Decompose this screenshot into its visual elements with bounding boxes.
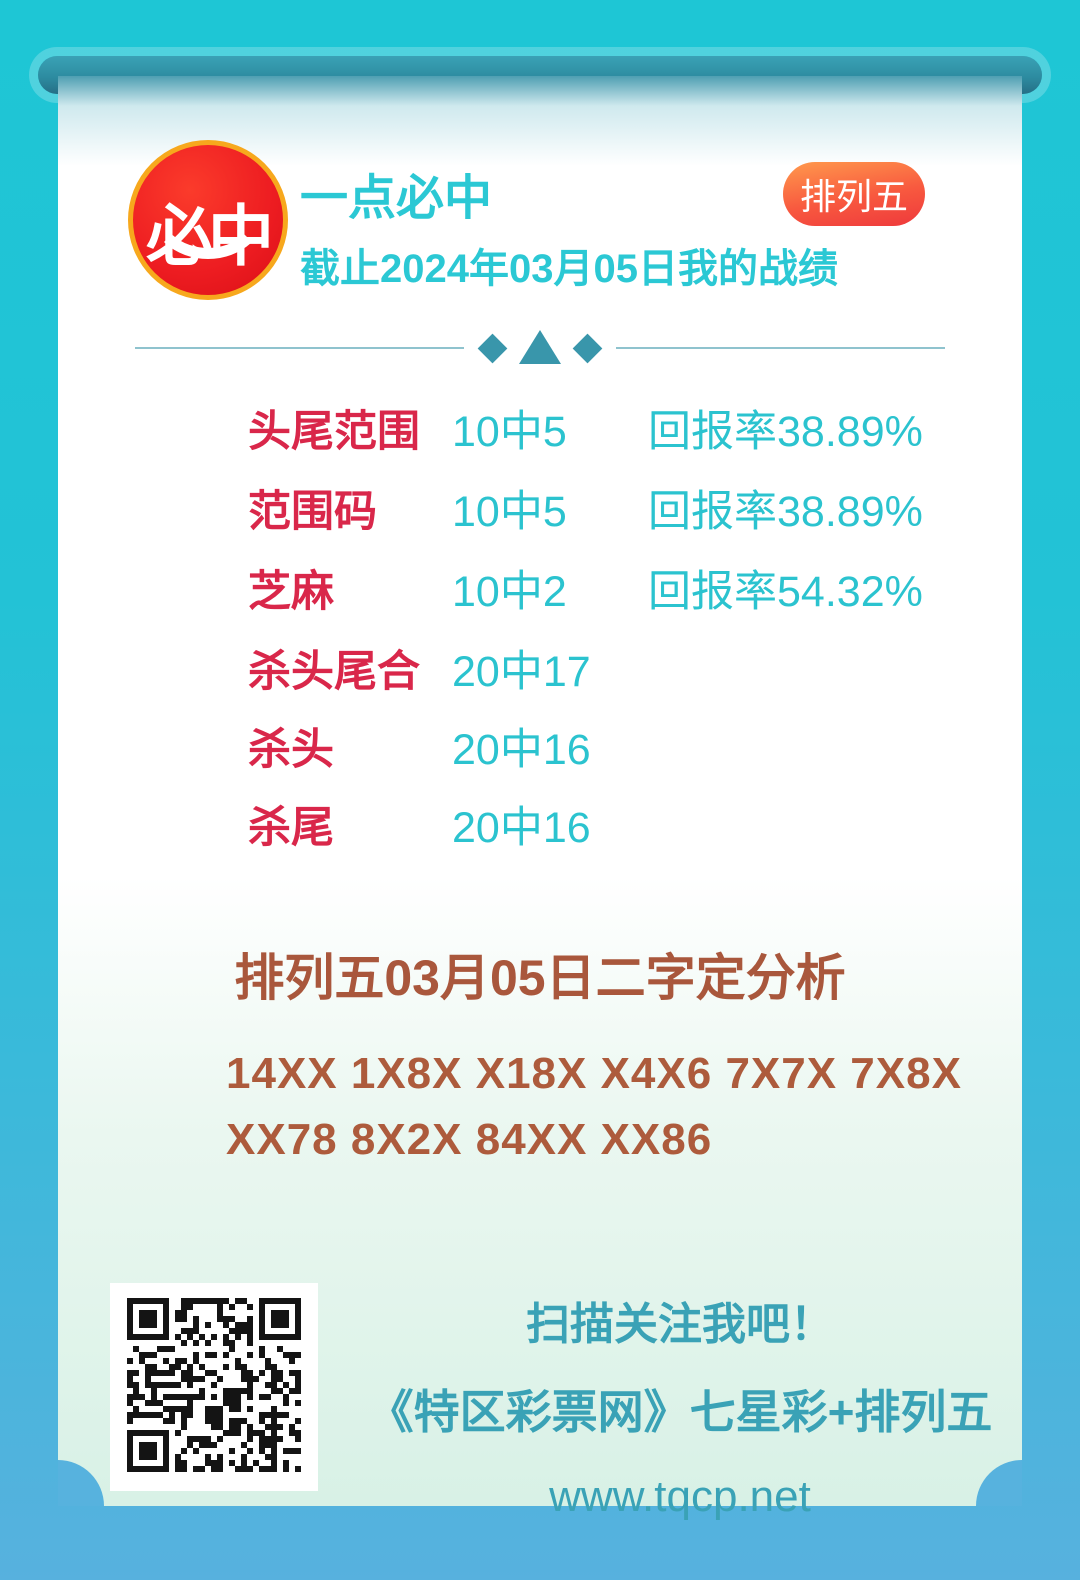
diamond-icon xyxy=(477,333,508,364)
stat-score: 20中16 xyxy=(452,804,591,852)
stat-label: 范围码 xyxy=(248,488,377,536)
footer-text-block: 扫描关注我吧！ 《特区彩票网》七星彩+排列五 www.tqcp.net xyxy=(330,1288,1030,1522)
card-corner-notch-left xyxy=(58,1460,104,1506)
qr-code xyxy=(110,1283,318,1491)
stat-score: 10中5 xyxy=(452,488,567,536)
stat-label: 头尾范围 xyxy=(248,408,420,456)
stat-score: 20中16 xyxy=(452,726,591,774)
stat-return-rate: 回报率38.89% xyxy=(648,488,923,536)
stat-label: 杀头 xyxy=(248,726,334,774)
stats-row: 头尾范围 10中5 回报率38.89% xyxy=(58,404,1022,460)
stats-row: 杀头尾合 20中17 xyxy=(58,644,1022,700)
triangle-icon xyxy=(519,330,561,364)
stat-score: 20中17 xyxy=(452,648,591,696)
stat-score: 10中5 xyxy=(452,408,567,456)
stats-row: 杀头 20中16 xyxy=(58,722,1022,778)
section-divider xyxy=(135,322,945,374)
stat-label: 芝麻 xyxy=(248,568,334,616)
content-card: 必中 一点必中 截止2024年03月05日我的战绩 排列五 头尾范围 10中5 … xyxy=(58,76,1022,1521)
logo-arc-decoration xyxy=(147,149,269,259)
lottery-type-badge: 排列五 xyxy=(783,162,925,226)
page-title: 一点必中 xyxy=(300,172,493,225)
stat-return-rate: 回报率54.32% xyxy=(648,568,923,616)
diamond-triangle-diamond-icon xyxy=(477,330,603,366)
scan-call-to-action: 扫描关注我吧！ xyxy=(526,1300,834,1349)
logo-text: 必中 xyxy=(146,199,274,273)
analysis-numbers-line2: XX78 8X2X 84XX XX86 xyxy=(226,1115,713,1164)
stat-label: 杀尾 xyxy=(248,804,334,852)
stat-label: 杀头尾合 xyxy=(248,648,420,696)
stat-return-rate: 回报率38.89% xyxy=(648,408,923,456)
site-url: www.tqcp.net xyxy=(549,1472,811,1521)
stats-row: 范围码 10中5 回报率38.89% xyxy=(58,484,1022,540)
stats-row: 杀尾 20中16 xyxy=(58,800,1022,856)
analysis-title: 排列五03月05日二字定分析 xyxy=(234,950,846,1006)
record-subtitle: 截止2024年03月05日我的战绩 xyxy=(300,247,838,291)
divider-line-left xyxy=(135,347,464,349)
qr-code-pattern xyxy=(127,1297,301,1477)
brand-logo-icon: 必中 xyxy=(128,140,288,300)
stats-row: 芝麻 10中2 回报率54.32% xyxy=(58,564,1022,620)
site-name: 《特区彩票网》七星彩+排列五 xyxy=(367,1386,993,1438)
divider-line-right xyxy=(616,347,945,349)
stat-score: 10中2 xyxy=(452,568,567,616)
analysis-numbers-line1: 14XX 1X8X X18X X4X6 7X7X 7X8X xyxy=(226,1049,962,1098)
diamond-icon xyxy=(572,333,603,364)
